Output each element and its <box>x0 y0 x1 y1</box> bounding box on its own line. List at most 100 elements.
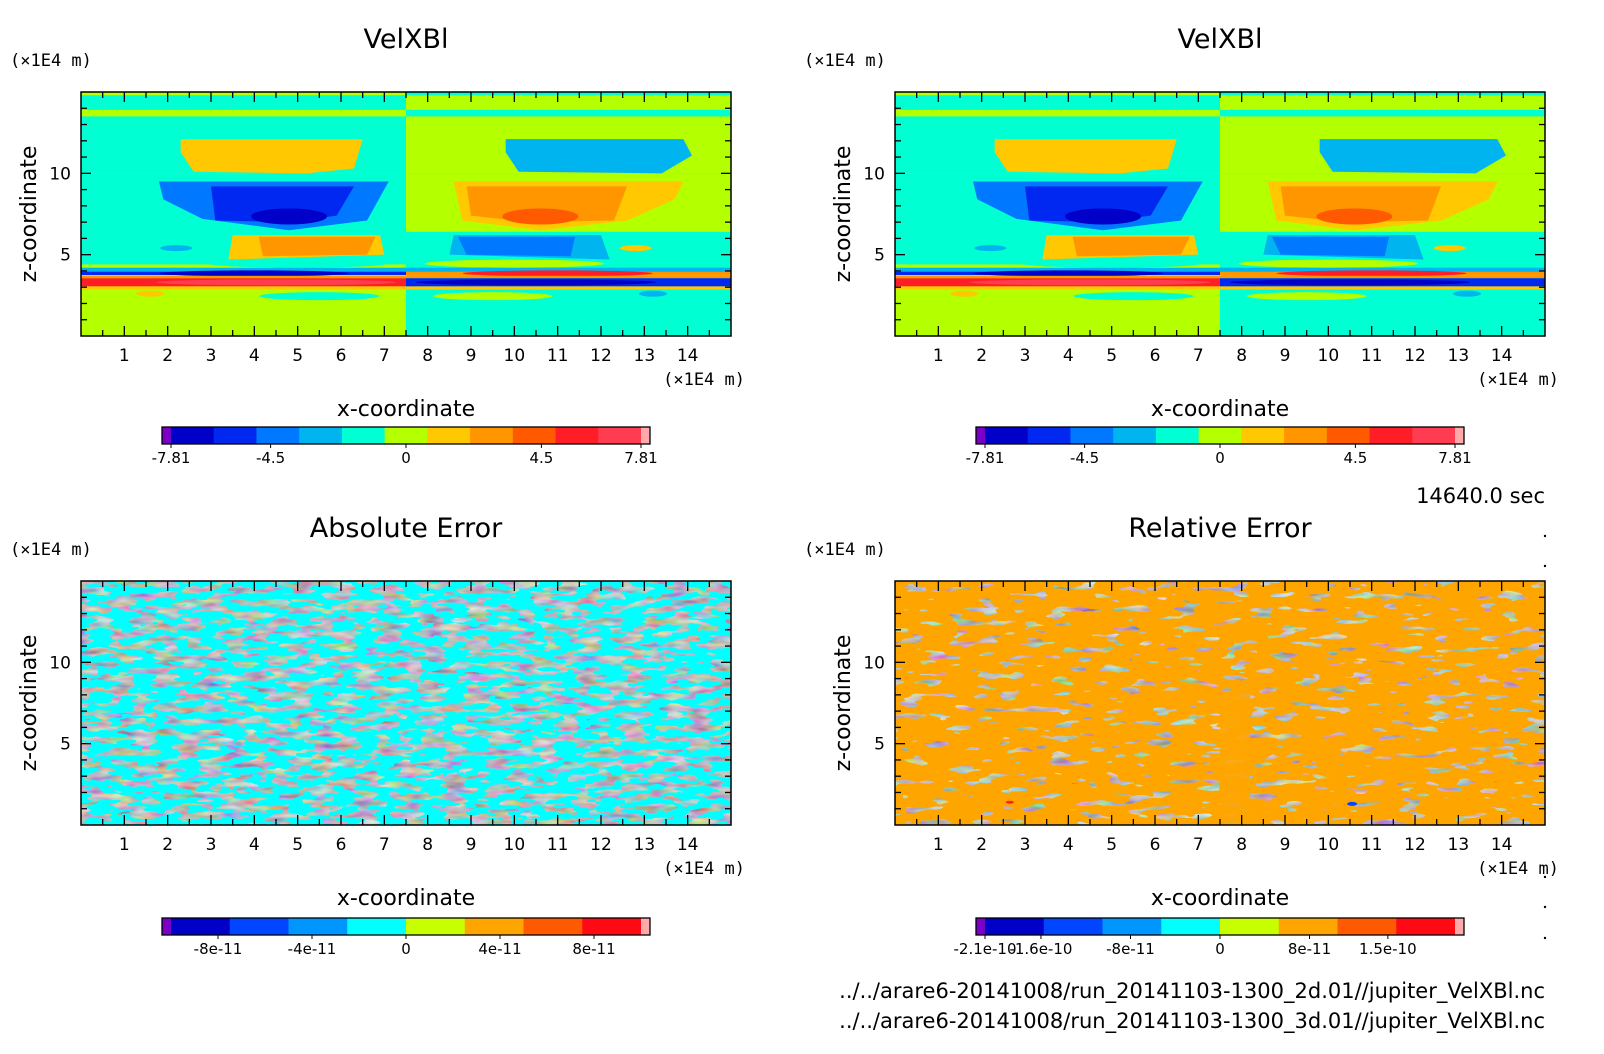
vel-left-top-band2 <box>81 116 406 125</box>
vel-band-2l-core <box>159 270 350 277</box>
vel-left-lower-core <box>258 236 376 257</box>
vel-band-1 <box>895 267 1545 273</box>
x-tick-label: 2 <box>162 835 173 855</box>
y-axis-label: z-coordinate <box>831 146 856 283</box>
colorbar-tick-label: 0 <box>1215 449 1225 467</box>
x-unit-label: (×1E4 m) <box>663 859 745 879</box>
y-unit-label: (×1E4 m) <box>804 51 886 71</box>
x-tick-label: 3 <box>1020 835 1031 855</box>
colorbar-segment <box>1043 918 1103 935</box>
colorbar-tick-label: 7.81 <box>1438 449 1471 467</box>
colorbar-segment <box>1027 427 1071 444</box>
chart-title: Relative Error <box>1128 513 1312 544</box>
x-tick-label: 13 <box>1448 835 1470 855</box>
x-tick-label: 10 <box>1318 346 1340 366</box>
vel-band-6l-dot <box>950 290 979 297</box>
rel-error-blue-spot <box>1347 801 1358 806</box>
field-plot <box>895 92 1545 336</box>
timestamp-label: 14640.0 sec <box>1416 484 1545 508</box>
x-unit-label: (×1E4 m) <box>1477 859 1559 879</box>
colorbar-tick-label: 4.5 <box>1343 449 1367 467</box>
chart-title: VelXBl <box>1177 24 1262 55</box>
vel-band-5 <box>895 286 1545 290</box>
x-tick-label: 14 <box>677 346 699 366</box>
vel-band-4l-core <box>156 279 396 286</box>
vel-band-6r-dot <box>639 290 667 297</box>
vel-right-lower-glow <box>1238 259 1419 268</box>
vel-band-6l <box>895 289 1220 299</box>
x-tick-label: 13 <box>634 346 656 366</box>
y-axis-label: z-coordinate <box>17 146 42 283</box>
colorbar-segment <box>470 427 514 444</box>
x-tick-label: 6 <box>336 346 347 366</box>
y-tick-label: 5 <box>60 246 71 266</box>
colorbar-segment <box>598 427 642 444</box>
colorbar: -7.81 -4.5 0 4.5 7.81 <box>966 426 1472 467</box>
vel-left-lower-core <box>1072 236 1190 257</box>
vel-band-1 <box>81 267 731 273</box>
file-path-3d: ../../arare6-20141008/run_20141103-1300_… <box>839 1009 1545 1034</box>
x-tick-label: 2 <box>976 346 987 366</box>
y-axis-label: z-coordinate <box>831 635 856 772</box>
vel-left-lower-glow <box>207 259 388 268</box>
colorbar-segment <box>512 427 557 444</box>
x-tick-label: 4 <box>249 835 260 855</box>
x-tick-label: 14 <box>1491 835 1513 855</box>
colorbar-segment <box>555 427 599 444</box>
x-ticks <box>102 92 710 336</box>
x-axis-label: x-coordinate <box>1151 397 1289 422</box>
vel-band-6l-spot <box>1073 292 1194 301</box>
x-tick-label: 3 <box>206 835 217 855</box>
rel-error-seam <box>1220 694 1250 825</box>
vel-band-6r-spot <box>432 292 553 301</box>
colorbar-segment <box>1412 427 1456 444</box>
x-axis-label: x-coordinate <box>1151 886 1289 911</box>
x-tick-label: 1 <box>933 346 944 366</box>
colorbar-tick-label: 1.5e-10 <box>1359 940 1417 958</box>
y-ticks <box>895 596 1545 810</box>
vel-band-6l-spot <box>259 292 380 301</box>
colorbar-segment <box>985 427 1029 444</box>
x-tick-label: 8 <box>422 835 433 855</box>
colorbar: -7.81 -4.5 0 4.5 7.81 <box>152 426 658 467</box>
colorbar-segment <box>1155 427 1200 444</box>
x-tick-label: 2 <box>162 346 173 366</box>
vel-left-small-spot <box>160 245 193 252</box>
vel-right-lower-core <box>1272 236 1389 257</box>
colorbar-tick-label: -1.6e-10 <box>1009 940 1072 958</box>
colorbar-segment <box>384 427 428 444</box>
x-tick-label: 1 <box>933 835 944 855</box>
rel-error-red-spot <box>1005 800 1014 804</box>
colorbar-segment <box>1455 918 1465 935</box>
x-tick-label: 7 <box>1193 835 1204 855</box>
colorbar-tick-label: -7.81 <box>966 449 1005 467</box>
x-tick-label: 3 <box>206 346 217 366</box>
x-tick-label: 4 <box>249 346 260 366</box>
colorbar-segment <box>641 427 651 444</box>
field-plot <box>81 581 731 825</box>
y-tick-label: 5 <box>874 735 885 755</box>
y-axis-label: z-coordinate <box>17 635 42 772</box>
x-tick-label: 6 <box>1150 346 1161 366</box>
vel-right-mid-center <box>502 208 579 225</box>
x-tick-label: 8 <box>422 346 433 366</box>
x-tick-label: 9 <box>466 835 477 855</box>
x-tick-label: 11 <box>547 346 569 366</box>
chart-title: VelXBl <box>363 24 448 55</box>
vel-right-small-spot <box>619 245 652 252</box>
vel-band-6l-dot <box>136 290 165 297</box>
vel-left-small-spot <box>974 245 1007 252</box>
x-tick-label: 10 <box>504 346 526 366</box>
vel-band-6l <box>81 289 406 299</box>
x-ticks <box>916 581 1524 825</box>
x-tick-label: 12 <box>1404 835 1426 855</box>
x-tick-label: 10 <box>1318 835 1340 855</box>
error-field-blobs <box>81 581 731 825</box>
vel-right-top-band2 <box>1220 116 1545 125</box>
colorbar-segment <box>1396 918 1456 935</box>
colorbar-segment <box>1369 427 1413 444</box>
vel-band-5 <box>81 286 731 290</box>
x-ticks <box>916 92 1524 336</box>
y-ticks <box>895 107 1545 321</box>
